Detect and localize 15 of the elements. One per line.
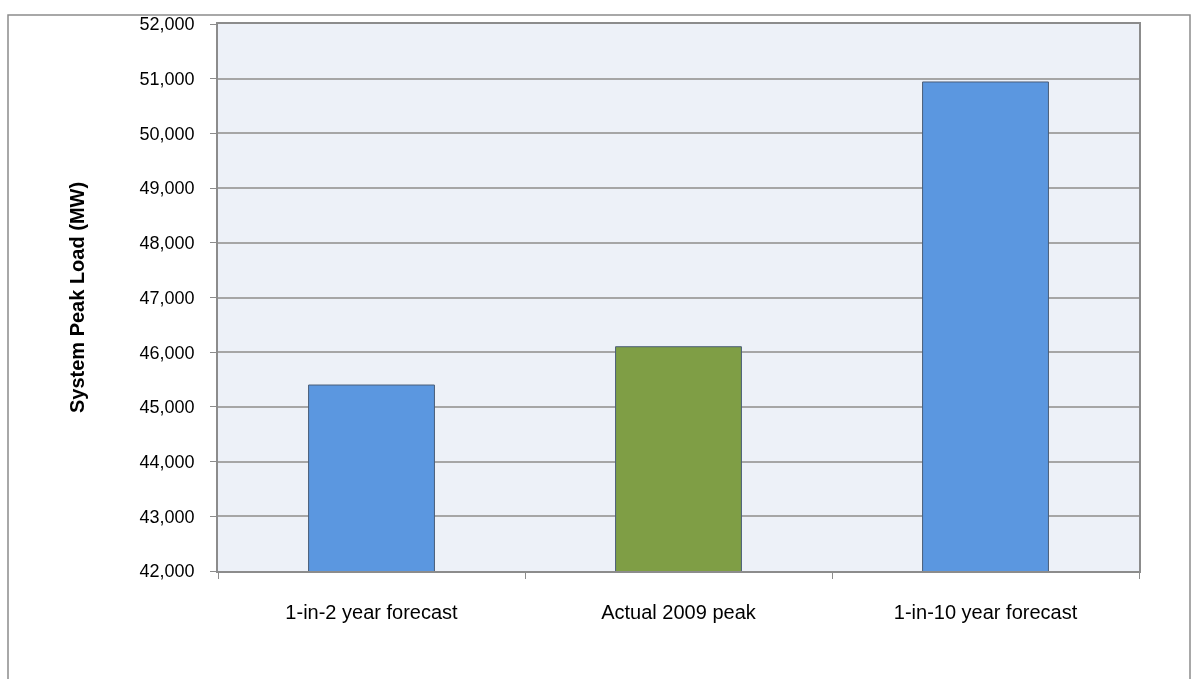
y-tick-label: 45,000 bbox=[139, 397, 195, 418]
y-tick-label: 42,000 bbox=[139, 561, 195, 582]
x-tick-label: 1-in-2 year forecast bbox=[285, 600, 459, 623]
y-tick-label: 44,000 bbox=[139, 451, 195, 472]
y-tick-label: 49,000 bbox=[139, 178, 195, 199]
y-axis-title: System Peak Load (MW) bbox=[65, 181, 88, 414]
y-tick-label: 50,000 bbox=[139, 123, 195, 144]
x-tick-label: 1-in-10 year forecast bbox=[893, 600, 1078, 623]
x-tick-label: Actual 2009 peak bbox=[601, 600, 757, 623]
y-tick-label: 43,000 bbox=[139, 506, 195, 527]
y-tick-label: 48,000 bbox=[139, 233, 195, 254]
y-tick-label: 51,000 bbox=[139, 69, 195, 89]
y-tick-label: 52,000 bbox=[139, 14, 195, 35]
y-tick-label: 47,000 bbox=[139, 287, 195, 308]
y-tick-label: 46,000 bbox=[139, 342, 195, 363]
